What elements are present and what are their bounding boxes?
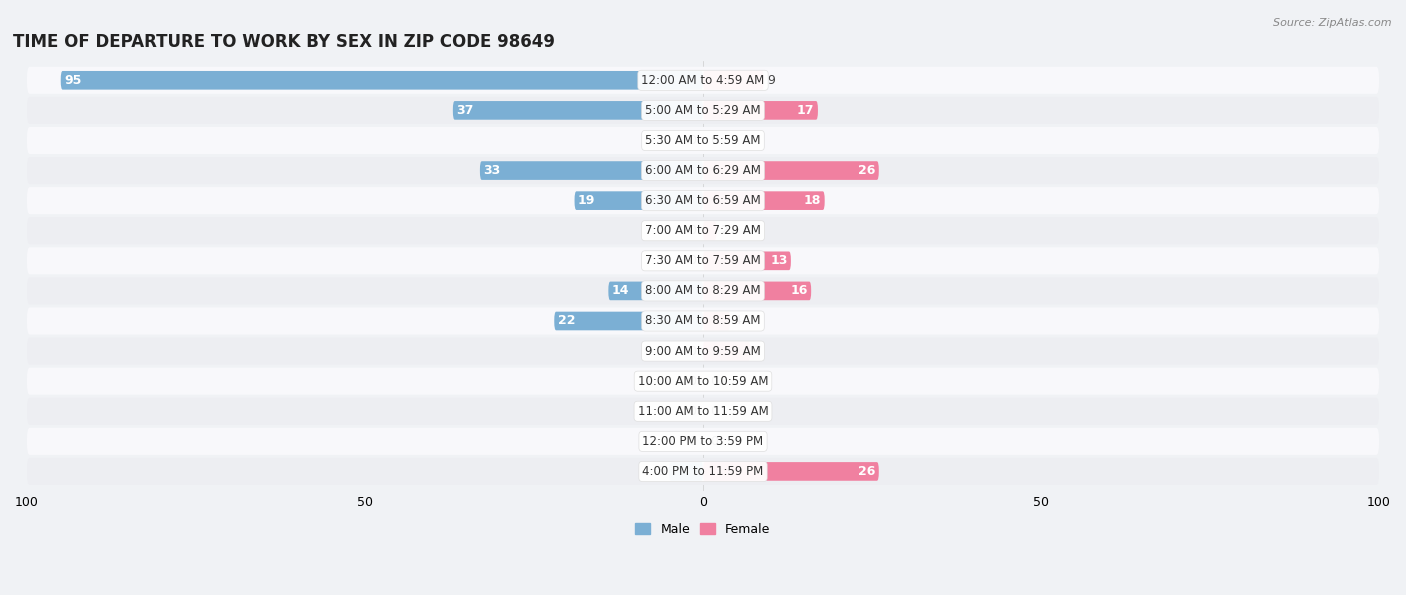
FancyBboxPatch shape xyxy=(27,308,1379,334)
Text: 37: 37 xyxy=(456,104,474,117)
Legend: Male, Female: Male, Female xyxy=(630,518,776,541)
Text: 8:30 AM to 8:59 AM: 8:30 AM to 8:59 AM xyxy=(645,315,761,327)
Text: 4:00 PM to 11:59 PM: 4:00 PM to 11:59 PM xyxy=(643,465,763,478)
Text: 18: 18 xyxy=(804,194,821,207)
Text: 26: 26 xyxy=(858,465,876,478)
Text: 5:00 AM to 5:29 AM: 5:00 AM to 5:29 AM xyxy=(645,104,761,117)
Text: 95: 95 xyxy=(65,74,82,87)
Text: 2: 2 xyxy=(720,224,728,237)
FancyBboxPatch shape xyxy=(27,127,1379,154)
Text: 4: 4 xyxy=(734,315,741,327)
Text: 6:30 AM to 6:59 AM: 6:30 AM to 6:59 AM xyxy=(645,194,761,207)
Text: 0: 0 xyxy=(689,254,696,267)
Text: Source: ZipAtlas.com: Source: ZipAtlas.com xyxy=(1274,18,1392,28)
Text: 14: 14 xyxy=(612,284,630,298)
FancyBboxPatch shape xyxy=(27,97,1379,124)
FancyBboxPatch shape xyxy=(703,252,792,270)
Text: 0: 0 xyxy=(689,134,696,147)
FancyBboxPatch shape xyxy=(703,221,717,240)
Text: 7:00 AM to 7:29 AM: 7:00 AM to 7:29 AM xyxy=(645,224,761,237)
FancyBboxPatch shape xyxy=(703,161,879,180)
Text: 9: 9 xyxy=(768,74,775,87)
Text: 0: 0 xyxy=(710,134,717,147)
Text: 22: 22 xyxy=(558,315,575,327)
Text: 0: 0 xyxy=(710,435,717,448)
Text: 0: 0 xyxy=(689,405,696,418)
FancyBboxPatch shape xyxy=(703,312,730,330)
FancyBboxPatch shape xyxy=(609,281,703,300)
Text: 7:30 AM to 7:59 AM: 7:30 AM to 7:59 AM xyxy=(645,254,761,267)
Text: 0: 0 xyxy=(710,405,717,418)
Text: 11:00 AM to 11:59 AM: 11:00 AM to 11:59 AM xyxy=(638,405,768,418)
FancyBboxPatch shape xyxy=(27,458,1379,485)
Text: 5:30 AM to 5:59 AM: 5:30 AM to 5:59 AM xyxy=(645,134,761,147)
Text: 0: 0 xyxy=(710,375,717,388)
FancyBboxPatch shape xyxy=(27,217,1379,245)
Text: 12:00 PM to 3:59 PM: 12:00 PM to 3:59 PM xyxy=(643,435,763,448)
Text: TIME OF DEPARTURE TO WORK BY SEX IN ZIP CODE 98649: TIME OF DEPARTURE TO WORK BY SEX IN ZIP … xyxy=(14,33,555,51)
FancyBboxPatch shape xyxy=(554,312,703,330)
Text: 19: 19 xyxy=(578,194,595,207)
FancyBboxPatch shape xyxy=(27,397,1379,425)
Text: 0: 0 xyxy=(689,345,696,358)
FancyBboxPatch shape xyxy=(669,462,703,481)
FancyBboxPatch shape xyxy=(27,277,1379,305)
Text: 10:00 AM to 10:59 AM: 10:00 AM to 10:59 AM xyxy=(638,375,768,388)
Text: 0: 0 xyxy=(689,375,696,388)
Text: 13: 13 xyxy=(770,254,787,267)
FancyBboxPatch shape xyxy=(27,157,1379,184)
Text: 9:00 AM to 9:59 AM: 9:00 AM to 9:59 AM xyxy=(645,345,761,358)
FancyBboxPatch shape xyxy=(703,101,818,120)
FancyBboxPatch shape xyxy=(453,101,703,120)
Text: 26: 26 xyxy=(858,164,876,177)
FancyBboxPatch shape xyxy=(703,342,751,361)
FancyBboxPatch shape xyxy=(703,462,879,481)
Text: 6:00 AM to 6:29 AM: 6:00 AM to 6:29 AM xyxy=(645,164,761,177)
FancyBboxPatch shape xyxy=(703,71,763,90)
Text: 16: 16 xyxy=(790,284,808,298)
FancyBboxPatch shape xyxy=(703,281,811,300)
FancyBboxPatch shape xyxy=(27,248,1379,274)
FancyBboxPatch shape xyxy=(703,192,825,210)
FancyBboxPatch shape xyxy=(27,187,1379,214)
FancyBboxPatch shape xyxy=(27,337,1379,365)
Text: 8:00 AM to 8:29 AM: 8:00 AM to 8:29 AM xyxy=(645,284,761,298)
FancyBboxPatch shape xyxy=(575,192,703,210)
Text: 33: 33 xyxy=(484,164,501,177)
Text: 7: 7 xyxy=(754,345,762,358)
Text: 0: 0 xyxy=(689,224,696,237)
FancyBboxPatch shape xyxy=(27,368,1379,394)
Text: 5: 5 xyxy=(658,465,666,478)
Text: 17: 17 xyxy=(797,104,814,117)
Text: 12:00 AM to 4:59 AM: 12:00 AM to 4:59 AM xyxy=(641,74,765,87)
Text: 0: 0 xyxy=(689,435,696,448)
FancyBboxPatch shape xyxy=(60,71,703,90)
FancyBboxPatch shape xyxy=(27,67,1379,94)
FancyBboxPatch shape xyxy=(27,428,1379,455)
FancyBboxPatch shape xyxy=(479,161,703,180)
